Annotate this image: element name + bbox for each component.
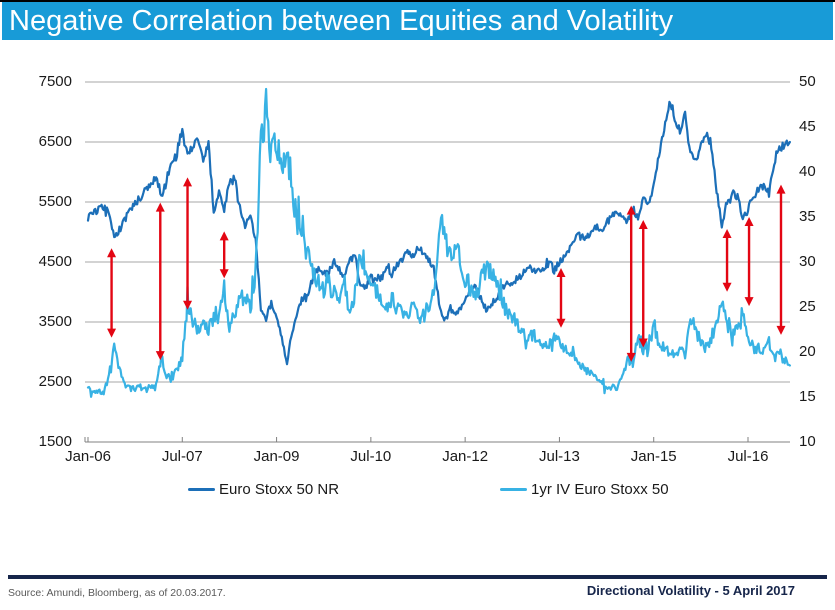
- legend-label-euro-stoxx: Euro Stoxx 50 NR: [219, 480, 340, 498]
- y-axis-left-label: 2500: [38, 373, 72, 390]
- legend-marker-euro-stoxx-icon: [188, 487, 215, 491]
- y-axis-left-label: 7500: [38, 73, 72, 90]
- x-axis-label: Jan-15: [630, 448, 677, 465]
- legend-item-iv: 1yr IV Euro Stoxx 50: [500, 479, 669, 499]
- x-axis-label: Jul-16: [727, 448, 769, 465]
- y-axis-right-label: 40: [799, 163, 816, 180]
- y-axis-right-label: 10: [799, 433, 816, 450]
- footer-source-note: Source: Amundi, Bloomberg, as of 20.03.2…: [8, 587, 226, 599]
- y-axis-left-label: 4500: [38, 253, 72, 270]
- x-axis-label: Jan-09: [253, 448, 300, 465]
- y-axis-right-label: 15: [799, 388, 816, 405]
- footer-rule: [8, 575, 827, 579]
- y-axis-right-label: 30: [799, 253, 816, 270]
- footer-document-title: Directional Volatility - 5 April 2017: [586, 583, 795, 598]
- legend-item-euro-stoxx: Euro Stoxx 50 NR: [188, 479, 339, 499]
- title-bar: Negative Correlation between Equities an…: [2, 2, 833, 40]
- y-axis-right-label: 20: [799, 343, 816, 360]
- legend-marker-iv-icon: [500, 487, 527, 491]
- y-axis-right-label: 35: [799, 208, 816, 225]
- y-axis-left-label: 1500: [38, 433, 72, 450]
- y-axis-left-label: 6500: [38, 133, 72, 150]
- y-axis-right-label: 50: [799, 73, 816, 90]
- page-title: Negative Correlation between Equities an…: [9, 5, 674, 37]
- y-axis-left-label: 3500: [38, 313, 72, 330]
- x-axis-label: Jul-10: [350, 448, 392, 465]
- y-axis-right-label: 25: [799, 298, 816, 315]
- x-axis-label: Jan-06: [65, 448, 111, 465]
- x-axis-label: Jan-12: [442, 448, 489, 465]
- y-axis-left-label: 5500: [38, 193, 72, 210]
- legend-label-iv: 1yr IV Euro Stoxx 50: [531, 480, 669, 498]
- window-top-edge: [0, 0, 835, 2]
- x-axis-label: Jul-13: [538, 448, 580, 465]
- y-axis-right-label: 45: [799, 118, 816, 135]
- x-axis-label: Jul-07: [161, 448, 203, 465]
